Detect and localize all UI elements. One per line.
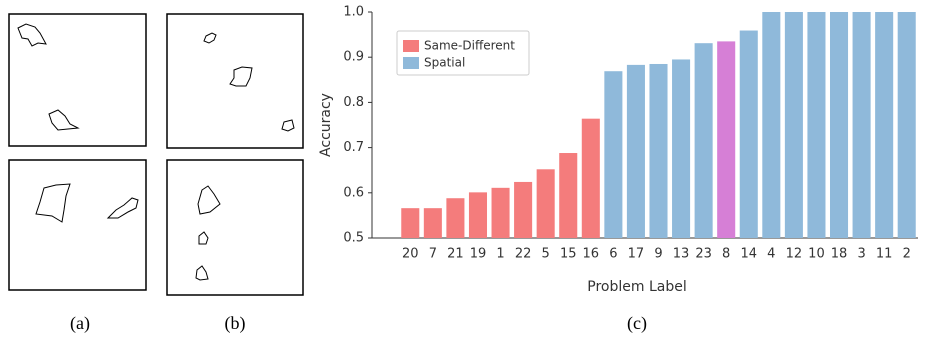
bar (762, 12, 781, 238)
bar (717, 41, 736, 238)
bar (423, 208, 442, 238)
example-box (8, 13, 147, 147)
bar (491, 187, 510, 238)
bar (672, 59, 691, 239)
bar (852, 12, 871, 238)
shape (195, 265, 209, 281)
bar (829, 12, 849, 238)
x-tick-label: 2 (903, 247, 911, 262)
y-tick-label: 0.8 (343, 95, 364, 110)
x-tick-label: 7 (429, 247, 437, 262)
x-tick-label: 20 (402, 247, 419, 262)
x-tick-label: 11 (876, 247, 893, 262)
legend-label: Spatial (424, 56, 465, 70)
bar (581, 118, 600, 238)
shape (281, 119, 295, 132)
shape (198, 231, 209, 245)
bar (897, 12, 916, 238)
x-tick-label: 3 (857, 247, 865, 262)
panel-b (166, 13, 304, 296)
legend-swatch (403, 57, 419, 69)
x-tick-label: 19 (470, 247, 487, 262)
legend-swatch (403, 40, 419, 52)
y-tick-label: 0.7 (343, 140, 364, 155)
caption: (c) (627, 313, 647, 334)
y-tick-label: 0.9 (343, 50, 364, 65)
shape (48, 109, 80, 131)
bar (784, 12, 803, 238)
y-tick-label: 0.5 (343, 231, 364, 246)
x-tick-label: 18 (831, 247, 848, 262)
bar (468, 192, 488, 238)
x-tick-label: 9 (654, 247, 662, 262)
example-box (166, 159, 304, 296)
bar (694, 43, 713, 238)
panel-a (8, 13, 147, 291)
bar (559, 153, 578, 238)
shape (35, 183, 71, 223)
bar (401, 208, 420, 238)
y-tick-label: 0.6 (343, 185, 364, 200)
x-tick-label: 6 (609, 247, 617, 262)
shape (17, 23, 47, 47)
caption: (a) (70, 313, 90, 334)
bar (446, 198, 465, 238)
x-axis-label: Problem Label (587, 279, 686, 295)
bar (514, 181, 533, 238)
x-tick-label: 21 (447, 247, 464, 262)
x-tick-label: 8 (722, 247, 730, 262)
bar (536, 169, 555, 238)
x-tick-label: 4 (767, 247, 775, 262)
bar (875, 12, 894, 238)
bar (626, 64, 645, 238)
y-axis-label: Accuracy (318, 93, 334, 157)
x-tick-label: 13 (673, 247, 690, 262)
legend-label: Same-Different (424, 39, 515, 53)
x-tick-label: 22 (515, 247, 532, 262)
x-tick-label: 16 (583, 247, 600, 262)
bar (739, 30, 758, 239)
legend: Same-Different Spatial (396, 30, 530, 76)
shape (203, 32, 217, 44)
example-box (8, 159, 147, 291)
bar (604, 71, 623, 238)
shape (106, 197, 139, 219)
x-tick-label: 1 (496, 247, 504, 262)
x-tick-label: 17 (628, 247, 645, 262)
x-tick-label: 14 (740, 247, 757, 262)
legend-box (396, 30, 530, 76)
shape (229, 66, 253, 87)
x-tick-label: 10 (808, 247, 825, 262)
x-tick-label: 15 (560, 247, 577, 262)
y-tick-label: 1.0 (343, 5, 364, 20)
bar (649, 63, 668, 239)
bar (807, 12, 826, 238)
example-box (166, 13, 304, 149)
x-tick-label: 12 (786, 247, 803, 262)
x-tick-label: 23 (695, 247, 712, 262)
caption: (b) (225, 313, 246, 334)
shape (197, 185, 221, 215)
x-tick-label: 5 (542, 247, 550, 262)
